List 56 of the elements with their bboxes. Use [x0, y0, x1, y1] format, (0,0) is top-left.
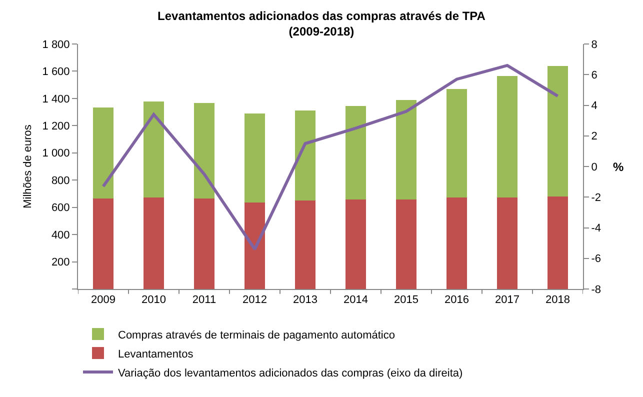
- bar: [446, 88, 467, 198]
- y2-tick-label: 4: [591, 100, 598, 112]
- line-series: [102, 64, 560, 251]
- chart-title: Levantamentos adicionados das compras através de TPA: [158, 8, 486, 23]
- x-tick-label: 2011: [192, 294, 216, 306]
- x-tick-label: 2015: [394, 294, 418, 306]
- y-tick-label: 200: [51, 256, 70, 269]
- x-tick-label: 2012: [242, 294, 267, 306]
- y2-tick-label: 0: [591, 161, 598, 174]
- bar: [194, 102, 214, 198]
- bar: [346, 199, 366, 289]
- legend-label: Levantamentos: [118, 348, 194, 360]
- bar: [548, 66, 568, 196]
- y2-tick-label: 8: [591, 38, 598, 51]
- y-tick-label: 1 200: [42, 120, 70, 133]
- y-tick-label: 800: [51, 174, 70, 187]
- y2-axis-title: %: [613, 160, 624, 174]
- bar: [497, 197, 518, 289]
- y-tick-label: 1 800: [42, 38, 70, 51]
- y-tick-label: 1 000: [42, 148, 70, 160]
- y-tick-label: 1 600: [42, 66, 70, 78]
- bar: [244, 114, 265, 202]
- bar: [295, 200, 316, 289]
- bar: [295, 110, 316, 200]
- bar: [346, 106, 366, 200]
- x-tick-label: 2010: [142, 294, 166, 306]
- bar: [144, 102, 164, 198]
- x-tick-label: 2018: [546, 294, 570, 306]
- x-tick-label: 2017: [495, 294, 520, 306]
- legend-label: Compras através de terminais de pagamento automático: [118, 329, 395, 342]
- y2-tick-label: -6: [591, 253, 601, 266]
- y2-tick-label: 2: [591, 130, 598, 143]
- x-tick-label: 2014: [344, 294, 368, 306]
- bar: [144, 197, 164, 289]
- chart-subtitle: (2009-2018): [288, 24, 354, 38]
- x-tick-label: 2013: [293, 294, 318, 306]
- y2-tick-label: -2: [591, 192, 601, 204]
- bar: [548, 196, 568, 289]
- bar: [396, 100, 416, 200]
- bar: [497, 76, 518, 198]
- y2-tick-label: -8: [591, 284, 601, 296]
- bar: [93, 108, 114, 198]
- bar: [244, 202, 265, 289]
- y-axis-title: Milhões de euros: [22, 124, 34, 208]
- x-tick-label: 2009: [91, 294, 116, 306]
- y2-tick-label: -4: [591, 222, 601, 235]
- bar: [396, 199, 416, 289]
- bar: [194, 198, 214, 289]
- y-tick-label: 1 400: [42, 93, 70, 106]
- x-tick-label: 2016: [444, 294, 469, 306]
- y-tick-label: 400: [51, 229, 70, 242]
- y2-tick-label: 6: [591, 69, 598, 82]
- bar: [446, 197, 467, 289]
- y-tick-label: 600: [51, 202, 70, 214]
- legend-label: Variação dos levantamentos adicionados das compras (eixo da direita): [118, 367, 463, 380]
- bar: [93, 198, 114, 289]
